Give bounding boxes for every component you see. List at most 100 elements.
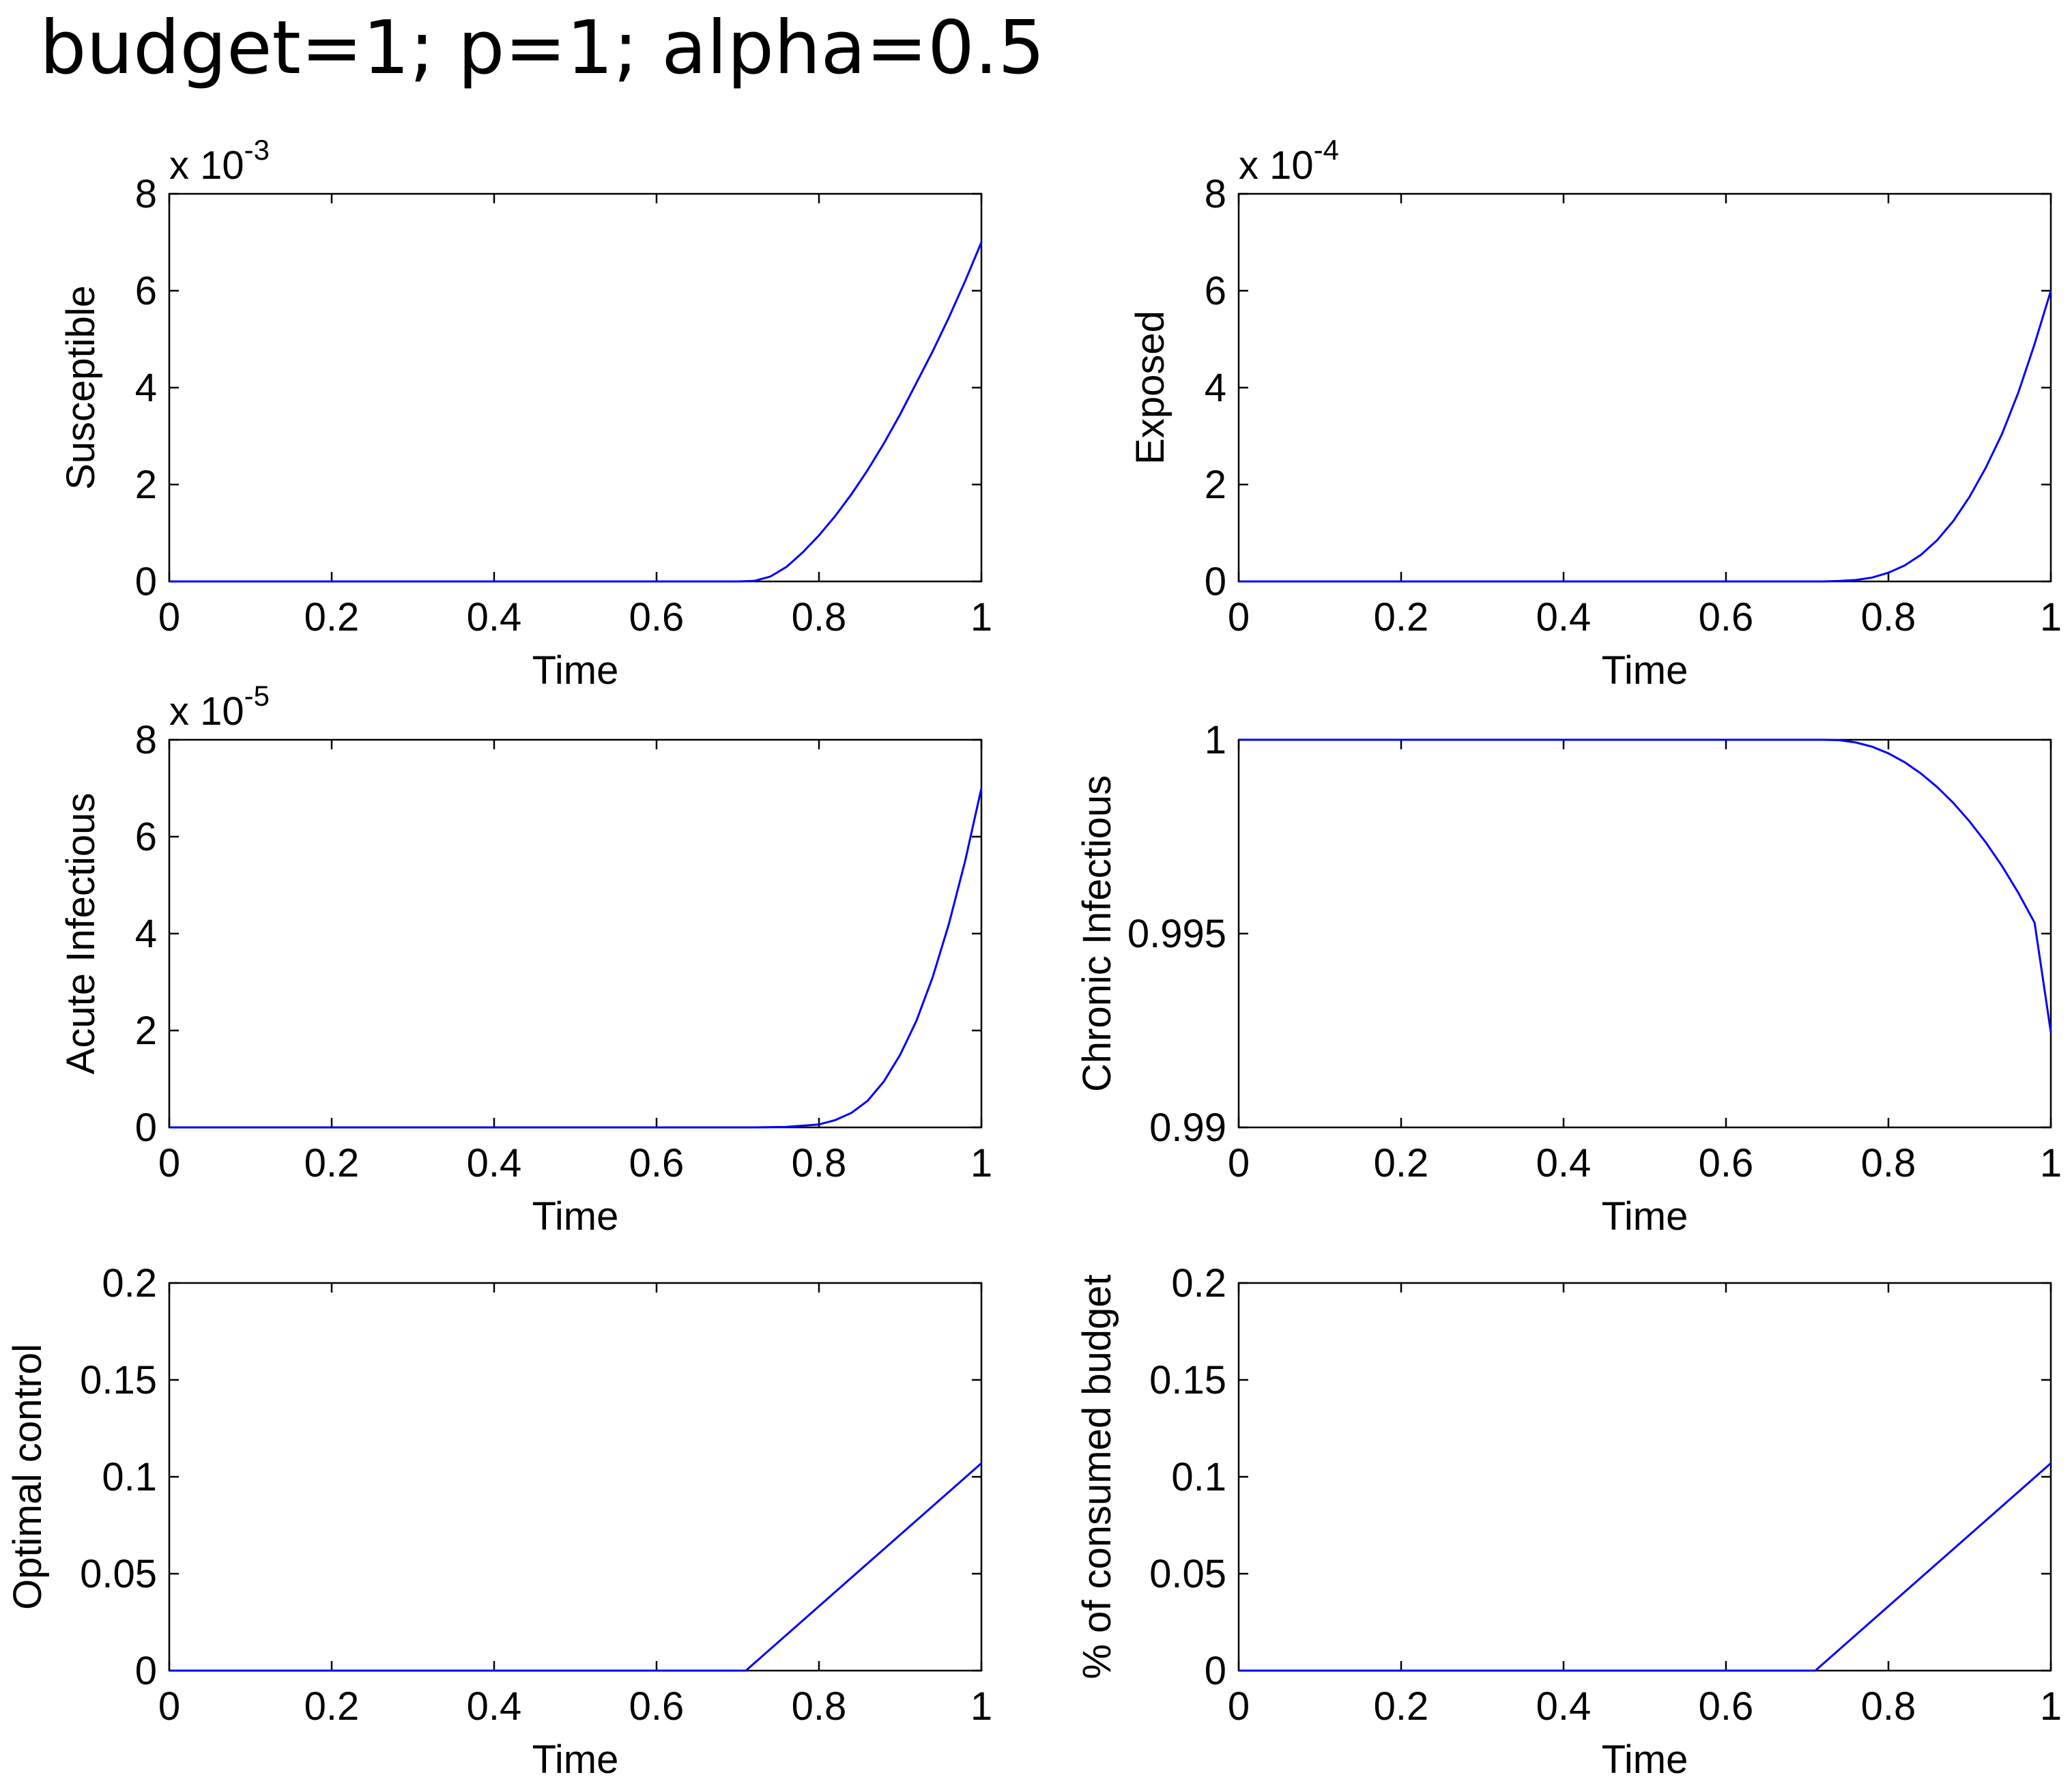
x-axis-label: Time — [532, 1737, 619, 1782]
axis-exponent-label: x 10-5 — [169, 680, 270, 734]
series-line — [169, 788, 983, 1129]
y-tick-label: 6 — [1205, 269, 1226, 313]
y-axis-label: Acute Infectious — [59, 793, 103, 1075]
x-tick-label: 1 — [970, 595, 992, 639]
x-tick-label: 0.6 — [1699, 1684, 1754, 1729]
exponent-base: x 10 — [1239, 143, 1314, 188]
axes-box — [168, 738, 983, 1129]
exponent-base: x 10 — [169, 689, 244, 734]
y-tick-label: 0.15 — [80, 1358, 157, 1402]
x-tick-label: 0.6 — [1699, 595, 1754, 639]
x-tick-label: 1 — [2040, 595, 2062, 639]
x-tick-label: 0.6 — [629, 1684, 685, 1729]
y-axis-label: Susceptible — [59, 285, 103, 490]
y-tick-label: 1 — [1205, 718, 1226, 762]
x-tick-label: 0.4 — [1536, 1141, 1592, 1185]
y-tick-label: 2 — [135, 1009, 157, 1053]
axes-box — [168, 1282, 983, 1672]
y-axis-label: Optimal control — [5, 1344, 50, 1610]
x-axis-label: Time — [1602, 1194, 1688, 1239]
subplot-consumed-budget: 0 0.2 0.4 0.6 0.8 1 0 0.05 0.1 0.15 0.2 Time % of co… — [1075, 1261, 2062, 1782]
y-tick-label: 0.15 — [1149, 1358, 1226, 1402]
series-line — [1239, 1462, 2052, 1672]
x-tick-label: 0 — [1228, 595, 1250, 639]
y-tick-label: 0.1 — [1171, 1455, 1226, 1499]
x-tick-label: 0.2 — [304, 1684, 360, 1729]
y-tick-label: 2 — [135, 463, 157, 507]
series-line — [169, 242, 983, 583]
axes-box — [1237, 1282, 2052, 1672]
y-tick-label: 4 — [1205, 366, 1226, 410]
x-tick-label: 0.6 — [629, 595, 685, 639]
y-tick-label: 6 — [135, 269, 157, 313]
x-axis-label: Time — [532, 1194, 619, 1239]
x-tick-label: 0 — [158, 1141, 180, 1185]
axes-box — [168, 192, 983, 583]
y-tick-label: 0 — [135, 1649, 157, 1693]
y-tick-label: 0 — [1205, 560, 1226, 604]
y-tick-label: 0 — [135, 560, 157, 604]
y-tick-label: 8 — [135, 172, 157, 216]
x-axis-label: Time — [1602, 1737, 1688, 1782]
x-tick-label: 1 — [970, 1684, 992, 1729]
subplot-exposed: 0 0.2 0.4 0.6 0.8 1 0 2 4 6 8 x 10-4 Time Exposed — [1128, 134, 2062, 693]
axes-box — [1237, 192, 2052, 583]
y-tick-label: 0.99 — [1149, 1106, 1226, 1150]
x-tick-label: 0.2 — [1374, 595, 1429, 639]
y-tick-label: 6 — [135, 815, 157, 859]
y-tick-label: 4 — [135, 912, 157, 956]
x-tick-label: 0.2 — [304, 1141, 360, 1185]
y-tick-label: 0.05 — [80, 1552, 157, 1596]
x-tick-label: 0.4 — [467, 1141, 522, 1185]
y-axis-label: Exposed — [1128, 311, 1172, 465]
subplot-susceptible: 0 0.2 0.4 0.6 0.8 1 0 2 4 6 8 x 10-3 Time Susceptible — [59, 134, 992, 693]
x-tick-label: 0 — [158, 1684, 180, 1729]
exponent-base: x 10 — [169, 143, 244, 188]
x-tick-label: 0.2 — [1374, 1684, 1429, 1729]
x-tick-label: 0.8 — [792, 1141, 847, 1185]
exponent-power: -4 — [1314, 134, 1339, 166]
x-tick-label: 0.4 — [1536, 595, 1592, 639]
x-tick-label: 0 — [1228, 1141, 1250, 1185]
x-tick-label: 0.6 — [1699, 1141, 1754, 1185]
x-tick-label: 0.4 — [467, 595, 522, 639]
x-tick-label: 0.8 — [1861, 595, 1916, 639]
exponent-power: -3 — [244, 134, 270, 166]
x-tick-label: 0 — [158, 595, 180, 639]
y-axis-label: Chronic Infectious — [1075, 775, 1119, 1092]
y-tick-label: 4 — [135, 366, 157, 410]
x-tick-label: 0.2 — [304, 595, 360, 639]
y-tick-label: 0.995 — [1127, 912, 1226, 956]
x-axis-label: Time — [532, 648, 619, 693]
y-tick-label: 0 — [135, 1106, 157, 1150]
series-line — [1239, 738, 2052, 1033]
x-tick-label: 0.4 — [1536, 1684, 1592, 1729]
y-tick-label: 2 — [1205, 463, 1226, 507]
series-line — [169, 1462, 982, 1672]
series-line — [1239, 290, 2052, 583]
subplot-acute-infectious: 0 0.2 0.4 0.6 0.8 1 0 2 4 6 8 x 10-5 Time Acute Infec… — [59, 680, 992, 1239]
subplot-optimal-control: 0 0.2 0.4 0.6 0.8 1 0 0.05 0.1 0.15 0.2 Time Optimal… — [5, 1261, 992, 1782]
x-tick-label: 0.2 — [1374, 1141, 1429, 1185]
x-tick-label: 1 — [2040, 1141, 2062, 1185]
y-axis-label: % of consumed budget — [1075, 1274, 1119, 1679]
x-tick-label: 0.8 — [792, 595, 847, 639]
axis-exponent-label: x 10-3 — [169, 134, 270, 188]
x-tick-label: 0.8 — [1861, 1684, 1916, 1729]
axis-exponent-label: x 10-4 — [1239, 134, 1339, 188]
axes-box — [1237, 738, 2052, 1129]
exponent-power: -5 — [244, 680, 270, 712]
y-tick-label: 8 — [135, 718, 157, 762]
x-tick-label: 0.8 — [792, 1684, 847, 1729]
y-tick-label: 8 — [1205, 172, 1226, 216]
y-tick-label: 0 — [1205, 1649, 1226, 1693]
x-tick-label: 0 — [1228, 1684, 1250, 1729]
x-tick-label: 1 — [970, 1141, 992, 1185]
y-tick-label: 0.2 — [102, 1261, 157, 1306]
x-tick-label: 0.4 — [467, 1684, 522, 1729]
x-tick-label: 1 — [2040, 1684, 2062, 1729]
y-tick-label: 0.1 — [102, 1455, 157, 1499]
x-tick-label: 0.6 — [629, 1141, 685, 1185]
figure-title: budget=1; p=1; alpha=0.5 — [40, 5, 1045, 91]
